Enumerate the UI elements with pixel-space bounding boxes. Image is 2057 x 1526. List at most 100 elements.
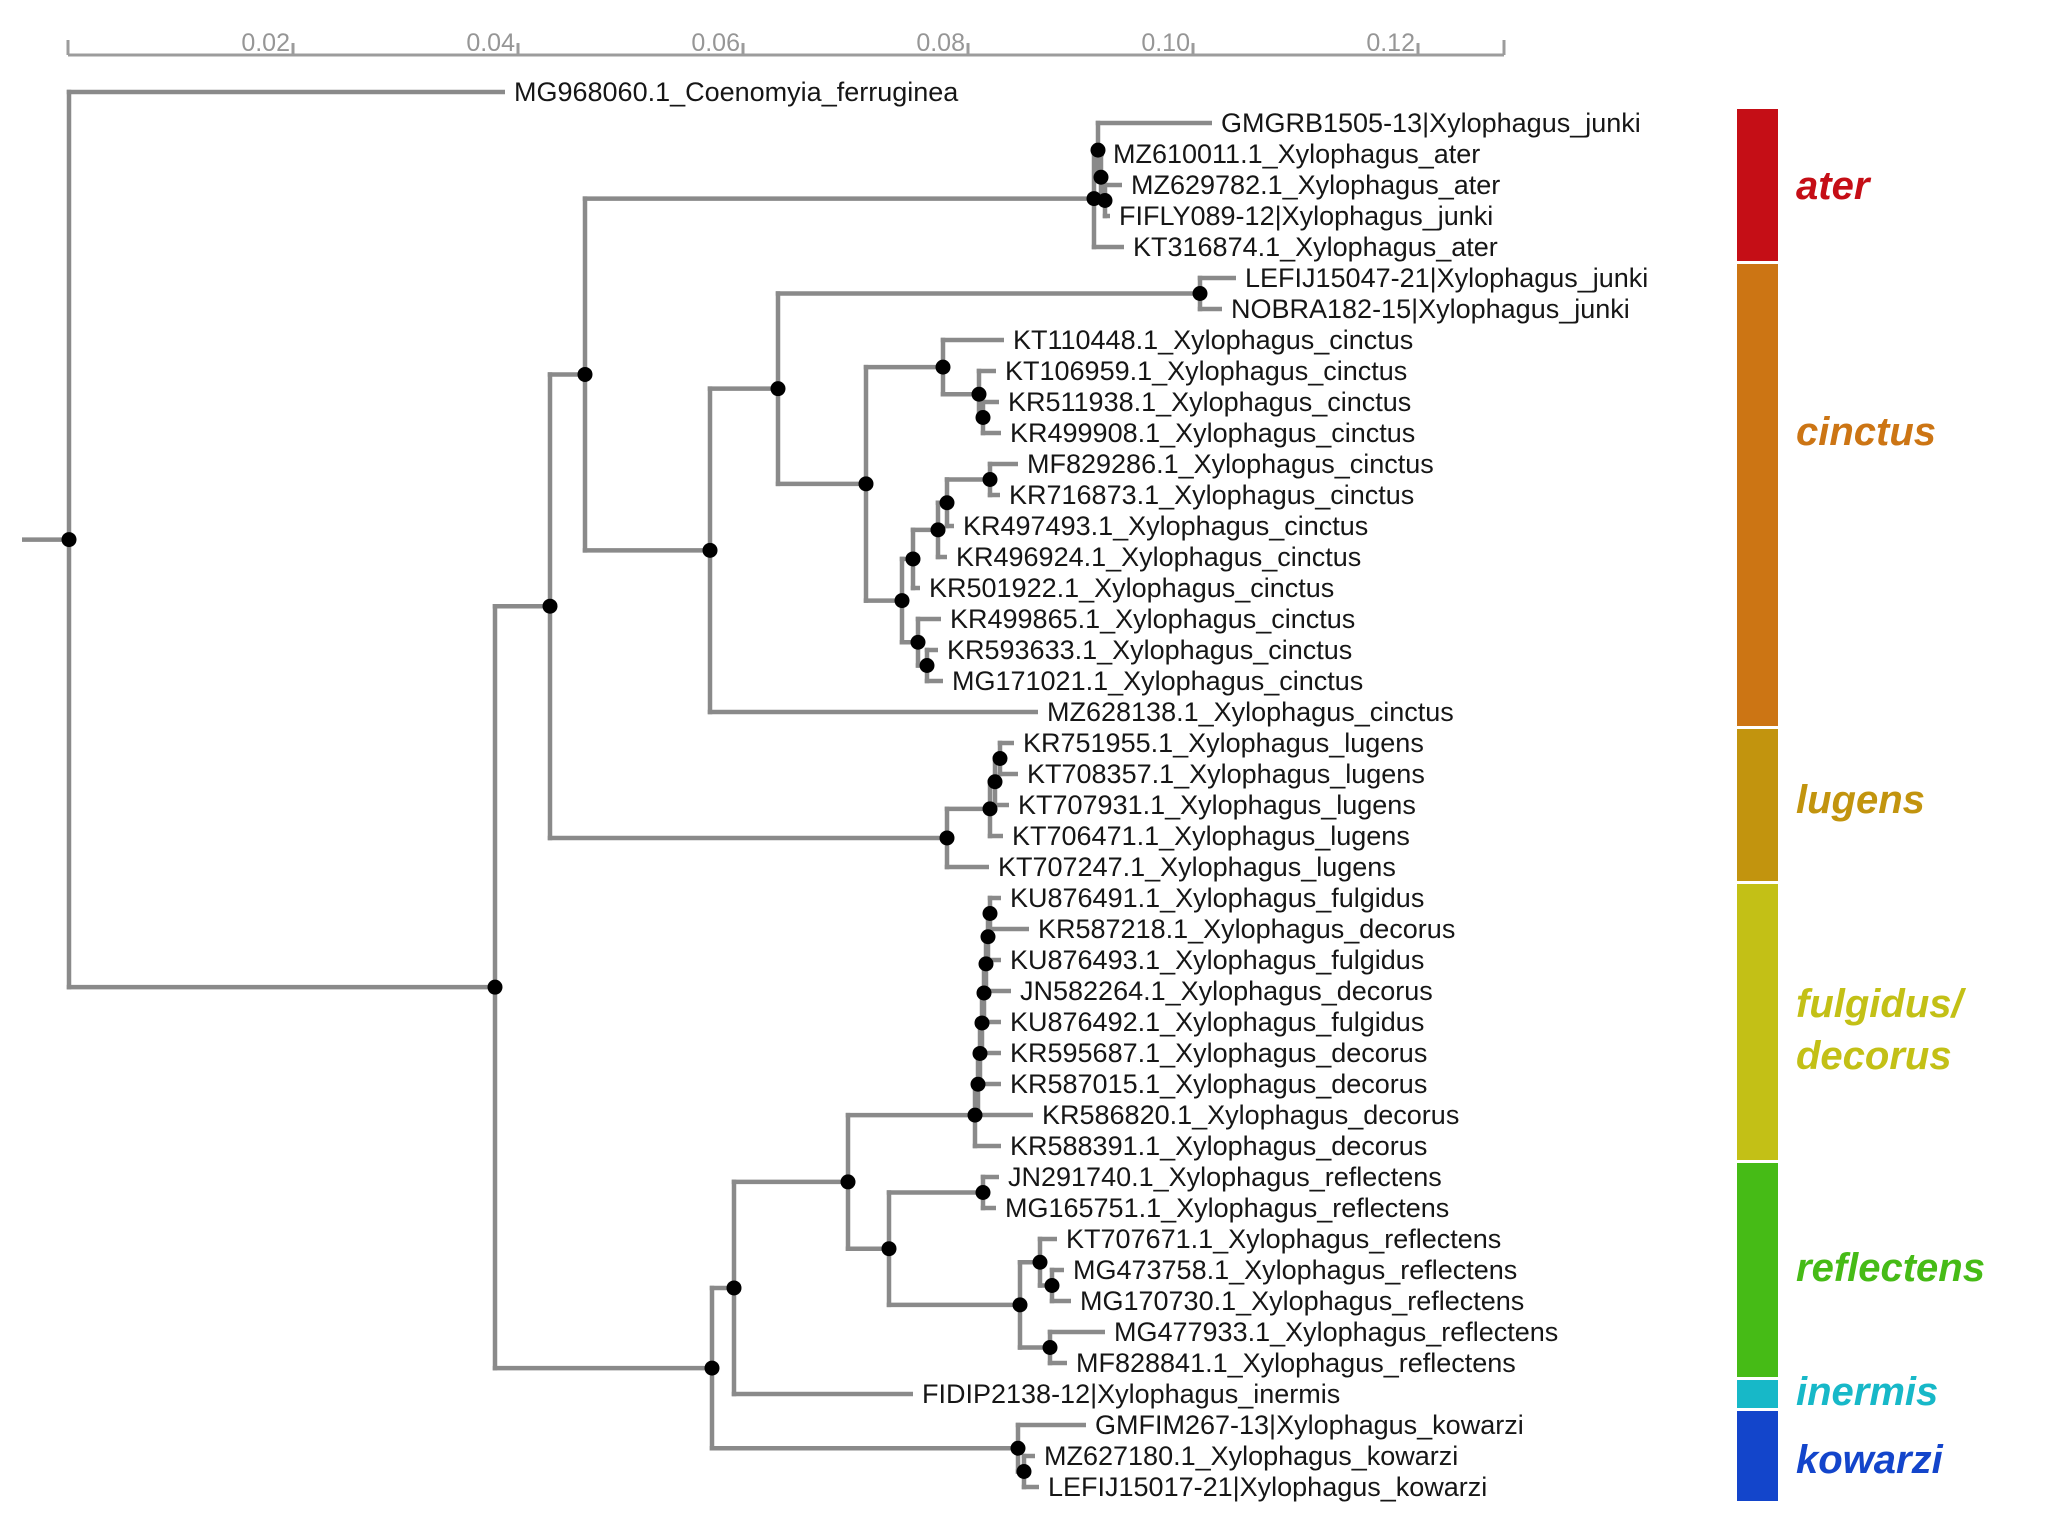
tip-label: GMGRB1505-13|Xylophagus_junki <box>1221 108 1641 138</box>
support-node-dot <box>726 1280 742 1296</box>
clade-bar-inermis <box>1737 1380 1778 1408</box>
scale-tick-label: 0.08 <box>916 29 965 57</box>
tip-label: KT316874.1_Xylophagus_ater <box>1133 232 1498 262</box>
tip-label: KU876492.1_Xylophagus_fulgidus <box>1010 1007 1424 1037</box>
tip-label: FIFLY089-12|Xylophagus_junki <box>1119 201 1493 231</box>
support-node-dot <box>881 1241 897 1257</box>
support-node-dot <box>702 542 718 558</box>
tip-label: MZ627180.1_Xylophagus_kowarzi <box>1044 1441 1458 1471</box>
tip-label: KU876491.1_Xylophagus_fulgidus <box>1010 883 1424 913</box>
support-node-dot <box>982 472 998 487</box>
tip-label: KR496924.1_Xylophagus_cinctus <box>956 542 1361 572</box>
tip-label: MG968060.1_Coenomyia_ferruginea <box>514 77 959 107</box>
support-node-dot <box>1032 1254 1048 1270</box>
support-node-dot <box>939 830 955 846</box>
support-node-dot <box>982 801 998 817</box>
scale-tick-label: 0.10 <box>1141 29 1190 57</box>
scale-bar <box>66 40 1506 57</box>
tip-label: KT707671.1_Xylophagus_reflectens <box>1066 1224 1501 1254</box>
support-node-dot <box>894 593 910 609</box>
clade-label-cinctus: cinctus <box>1796 410 1936 454</box>
tip-label: KR501922.1_Xylophagus_cinctus <box>929 573 1334 603</box>
tip-label: KT707931.1_Xylophagus_lugens <box>1018 790 1416 820</box>
tip-label: MZ610011.1_Xylophagus_ater <box>1113 139 1480 169</box>
tip-label: KR587218.1_Xylophagus_decorus <box>1038 914 1455 944</box>
tip-label: KR497493.1_Xylophagus_cinctus <box>963 511 1368 541</box>
tip-label: NOBRA182-15|Xylophagus_junki <box>1231 294 1630 324</box>
clade-bar-fulgidus-decorus <box>1737 884 1778 1160</box>
support-node-dot <box>910 634 926 650</box>
support-node-dot <box>970 1076 986 1092</box>
support-node-dot <box>577 366 593 382</box>
tip-label: KT110448.1_Xylophagus_cinctus <box>1013 325 1413 355</box>
support-node-dot <box>1016 1464 1032 1479</box>
support-node-dot <box>487 979 503 995</box>
clade-bar-ater <box>1737 109 1778 261</box>
clade-bar-cinctus <box>1737 264 1778 726</box>
support-node-dot <box>992 751 1008 766</box>
support-node-dot <box>840 1174 856 1190</box>
support-node-dot <box>1042 1340 1058 1355</box>
tip-label: KT106959.1_Xylophagus_cinctus <box>1005 356 1407 386</box>
support-node-dot <box>770 381 786 397</box>
tip-label: MG477933.1_Xylophagus_reflectens <box>1114 1317 1558 1347</box>
clade-label-fulgidus-decorus: fulgidus/ <box>1796 982 1967 1026</box>
support-node-dot <box>980 929 996 945</box>
tip-label: MG165751.1_Xylophagus_reflectens <box>1005 1193 1449 1223</box>
support-node-dot <box>974 1015 990 1031</box>
tip-label: KT706471.1_Xylophagus_lugens <box>1012 821 1410 851</box>
support-node-dot <box>1012 1297 1028 1313</box>
scale-tick-label: 0.06 <box>691 29 740 57</box>
support-node-dot <box>1086 191 1102 207</box>
scale-tick-label: 0.04 <box>466 29 515 57</box>
tip-label: KR499865.1_Xylophagus_cinctus <box>950 604 1355 634</box>
support-dots-layer <box>61 142 1208 1479</box>
support-node-dot <box>939 495 955 511</box>
support-node-dot <box>1010 1440 1026 1456</box>
support-node-dot <box>542 598 558 614</box>
tip-label: KT707247.1_Xylophagus_lugens <box>998 852 1396 882</box>
support-node-dot <box>1090 142 1106 158</box>
tip-label: MZ628138.1_Xylophagus_cinctus <box>1047 697 1454 727</box>
tip-label: MZ629782.1_Xylophagus_ater <box>1131 170 1500 200</box>
tip-label: GMFIM267-13|Xylophagus_kowarzi <box>1095 1410 1524 1440</box>
tip-label: LEFIJ15017-21|Xylophagus_kowarzi <box>1048 1472 1487 1502</box>
support-node-dot <box>935 359 951 375</box>
scale-labels: 0.02 0.04 0.06 0.08 0.10 0.12 <box>241 29 1415 57</box>
support-node-dot <box>61 532 77 548</box>
clade-annotations: ater cinctus lugens fulgidus/decorus reflect… <box>1737 109 1985 1501</box>
clade-label-kowarzi: kowarzi <box>1796 1438 1944 1482</box>
support-node-dot <box>971 386 987 402</box>
tip-label: KR499908.1_Xylophagus_cinctus <box>1010 418 1415 448</box>
support-node-dot <box>978 956 994 972</box>
support-node-dot <box>976 985 992 1001</box>
tip-labels-layer: MG968060.1_Coenomyia_ferruginea GMGRB1505… <box>514 77 1648 1502</box>
tip-label: KR587015.1_Xylophagus_decorus <box>1010 1069 1427 1099</box>
tip-label: MG473758.1_Xylophagus_reflectens <box>1073 1255 1517 1285</box>
support-node-dot <box>905 551 921 567</box>
support-node-dot <box>1192 286 1208 301</box>
support-node-dot <box>972 1045 988 1061</box>
clade-label-lugens: lugens <box>1796 778 1925 822</box>
clade-label-reflectens: reflectens <box>1796 1246 1985 1290</box>
tip-label: MG170730.1_Xylophagus_reflectens <box>1080 1286 1524 1316</box>
clade-label-inermis: inermis <box>1796 1370 1938 1414</box>
support-node-dot <box>967 1107 983 1123</box>
tip-label: LEFIJ15047-21|Xylophagus_junki <box>1245 263 1648 293</box>
tip-label: MF829286.1_Xylophagus_cinctus <box>1027 449 1434 479</box>
tip-label: KT708357.1_Xylophagus_lugens <box>1027 759 1425 789</box>
tip-label: FIDIP2138-12|Xylophagus_inermis <box>922 1379 1340 1409</box>
clade-bar-reflectens <box>1737 1163 1778 1377</box>
tip-label: KR586820.1_Xylophagus_decorus <box>1042 1100 1459 1130</box>
support-node-dot <box>858 476 874 492</box>
support-node-dot <box>1044 1278 1060 1293</box>
tip-label: KR593633.1_Xylophagus_cinctus <box>947 635 1352 665</box>
tip-label: KR751955.1_Xylophagus_lugens <box>1023 728 1424 758</box>
tip-label: KR511938.1_Xylophagus_cinctus <box>1008 387 1411 417</box>
tip-label: KR595687.1_Xylophagus_decorus <box>1010 1038 1427 1068</box>
scale-tick-label: 0.02 <box>241 29 290 57</box>
tip-label: MF828841.1_Xylophagus_reflectens <box>1076 1348 1516 1378</box>
tip-label: KR716873.1_Xylophagus_cinctus <box>1009 480 1414 510</box>
